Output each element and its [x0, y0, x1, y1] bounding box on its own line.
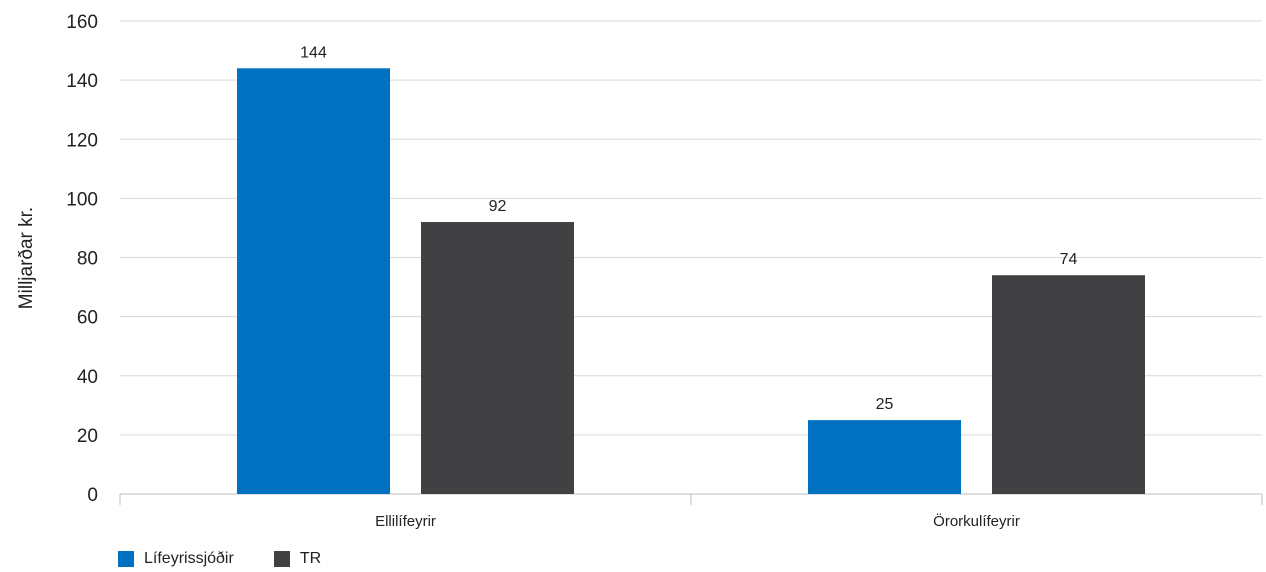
legend-item-lifeyrissjodir: Lífeyrissjóðir	[118, 550, 234, 568]
y-axis-label: Milljarðar kr.	[16, 207, 37, 309]
y-tick-label-120: 120	[66, 130, 98, 151]
y-tick-label-160: 160	[66, 12, 98, 33]
data-labels: 144 92 25 74	[300, 44, 1077, 413]
x-category-label-0: Ellilífeyrir	[375, 513, 436, 530]
y-tick-label-80: 80	[77, 249, 98, 270]
y-axis-ticks: 0 20 40 60 80 100 120 140 160	[66, 12, 98, 506]
data-label-1-1: 74	[1060, 251, 1078, 268]
legend-item-tr: TR	[273, 550, 322, 568]
y-tick-label-100: 100	[66, 189, 98, 210]
bars	[237, 68, 1145, 495]
x-category-label-1: Örorkulífeyrir	[933, 512, 1020, 530]
y-tick-label-60: 60	[77, 308, 98, 329]
y-tick-label-0: 0	[87, 485, 98, 506]
x-axis: Ellilífeyrir Örorkulífeyrir	[119, 494, 1263, 530]
legend-swatch-tr	[273, 551, 290, 567]
bar-0-1	[421, 222, 574, 494]
bar-0-0	[237, 68, 390, 495]
legend-label-lifeyrissjodir: Lífeyrissjóðir	[144, 550, 234, 567]
y-tick-label-40: 40	[77, 367, 98, 388]
legend: Lífeyrissjóðir TR	[118, 550, 361, 568]
data-label-0-1: 92	[489, 198, 507, 215]
legend-label-tr: TR	[299, 550, 322, 567]
y-tick-label-140: 140	[66, 71, 98, 92]
legend-swatch-lifeyrissjodir	[118, 551, 134, 567]
bar-1-0	[808, 420, 961, 494]
y-tick-label-20: 20	[77, 426, 98, 447]
bar-1-1	[992, 275, 1145, 494]
data-label-0-0: 144	[300, 44, 327, 61]
data-label-1-0: 25	[876, 396, 894, 413]
